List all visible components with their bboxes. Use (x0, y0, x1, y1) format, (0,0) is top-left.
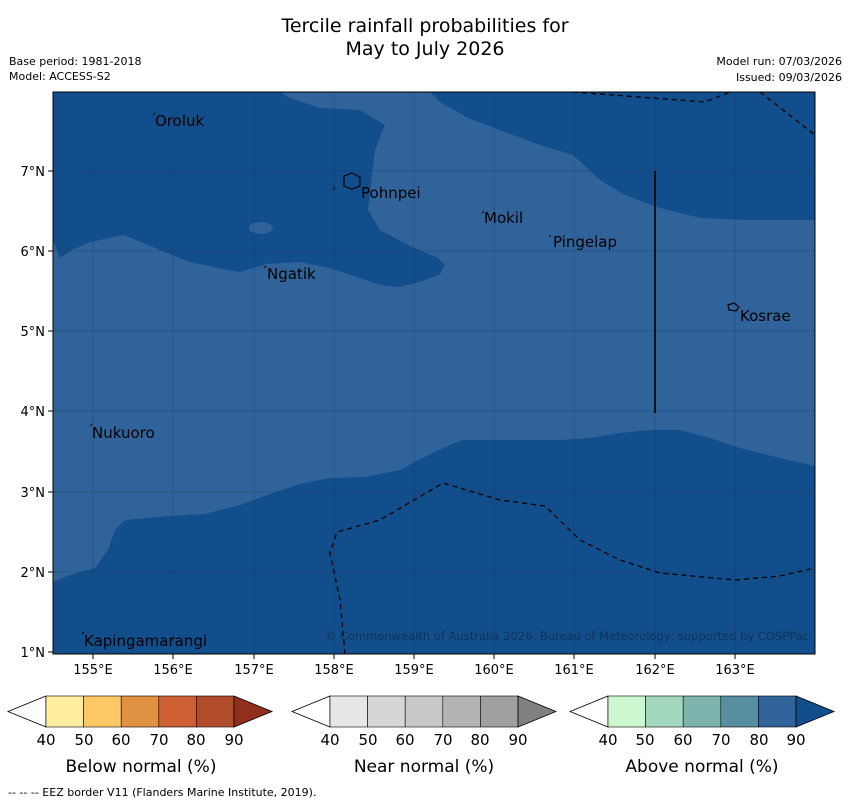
probability-patch (249, 222, 273, 234)
colorbar-tick: 40 (598, 731, 617, 749)
pohnpei-island-outline (343, 172, 361, 190)
place-label-kapingamarangi: Kapingamarangi (84, 632, 207, 650)
model-text: Model: ACCESS-S2 (9, 70, 111, 83)
probability-patch (796, 355, 815, 358)
y-axis-label: 4°N (21, 405, 46, 420)
place-label-mokil: Mokil (484, 209, 523, 227)
x-axis-label: 155°E (73, 663, 113, 678)
colorbar-above-normal (568, 695, 836, 728)
above-normal-swatch (720, 695, 759, 728)
colorbar-near-normal (290, 695, 558, 728)
colorbar-tick: 40 (320, 731, 339, 749)
y-axis-label: 2°N (21, 566, 46, 581)
x-axis-label: 162°E (635, 663, 675, 678)
map-title-line-2: May to July 2026 (345, 38, 505, 60)
near-normal-swatch (442, 695, 481, 728)
near-normal-swatch (329, 695, 368, 728)
eez-border-northeast (759, 92, 815, 136)
x-axis-label: 163°E (715, 663, 755, 678)
place-label-oroluk: Oroluk (155, 112, 204, 130)
above-normal-swatch (607, 695, 646, 728)
below-normal-swatch (120, 695, 160, 728)
colorbar-tick: 50 (74, 731, 93, 749)
place-label-pingelap: Pingelap (553, 233, 617, 251)
above-normal-swatch (682, 695, 722, 728)
issued-text: Issued: 09/03/2026 (735, 71, 842, 84)
colorbar-tick: 50 (635, 731, 654, 749)
near-normal-swatch (404, 695, 444, 728)
colorbar-tick: 80 (470, 731, 489, 749)
below-normal-swatch (83, 695, 122, 728)
near-normal-lower-extension (290, 695, 331, 728)
colorbar-tick: 90 (224, 731, 243, 749)
x-axis-label: 158°E (314, 663, 354, 678)
place-label-kosrae: Kosrae (740, 307, 791, 325)
x-axis-label: 157°E (234, 663, 274, 678)
eez-footnote: -- -- -- EEZ border V11 (Flanders Marine… (8, 786, 317, 799)
x-axis-label: 159°E (394, 663, 434, 678)
y-axis-label: 7°N (21, 165, 46, 180)
kosrae-island-outline (727, 302, 740, 312)
colorbar-tick: 70 (433, 731, 452, 749)
colorbar-tick: 80 (186, 731, 205, 749)
place-label-nukuoro: Nukuoro (92, 424, 155, 442)
colorbar-tick: 50 (358, 731, 377, 749)
legend-title-below: Below normal (%) (66, 757, 217, 777)
colorbar-below-normal (6, 695, 274, 728)
below-normal-upper-extension (233, 695, 274, 728)
below-normal-swatch (45, 695, 84, 728)
legend-title-near: Near normal (%) (354, 757, 494, 777)
atoll-markers (81, 112, 552, 635)
colorbar-tick: 60 (395, 731, 414, 749)
colorbar-tick: 80 (749, 731, 768, 749)
colorbar-tick: 70 (711, 731, 730, 749)
map-title-line-1: Tercile rainfall probabilities for (281, 15, 569, 37)
above-normal-swatch (645, 695, 684, 728)
graticule (53, 92, 815, 654)
colorbar-tick: 60 (111, 731, 130, 749)
below-normal-swatch (196, 695, 235, 728)
y-axis-label: 1°N (21, 646, 46, 661)
colorbar-tick: 70 (149, 731, 168, 749)
probability-region-70pct (53, 92, 815, 582)
below-normal-swatch (158, 695, 197, 728)
colorbar-tick: 40 (36, 731, 55, 749)
y-axis-label: 6°N (21, 245, 46, 260)
above-normal-upper-extension (795, 695, 836, 728)
model-run-text: Model run: 07/03/2026 (716, 55, 842, 68)
y-axis-label: 5°N (21, 325, 46, 340)
colorbar-tick: 60 (673, 731, 692, 749)
near-normal-swatch (367, 695, 406, 728)
place-label-ngatik: Ngatik (267, 265, 316, 283)
near-normal-swatch (480, 695, 519, 728)
legend-title-above: Above normal (%) (625, 757, 778, 777)
near-normal-upper-extension (517, 695, 558, 728)
pohnpei-islet (332, 186, 336, 191)
below-normal-lower-extension (6, 695, 47, 728)
above-normal-swatch (758, 695, 797, 728)
place-label-pohnpei: Pohnpei (361, 184, 421, 202)
x-axis-label: 160°E (474, 663, 514, 678)
colorbar-tick: 90 (786, 731, 805, 749)
map-frame (52, 91, 816, 655)
above-normal-lower-extension (568, 695, 609, 728)
x-axis-label: 156°E (153, 663, 193, 678)
colorbar-tick: 90 (508, 731, 527, 749)
base-period-text: Base period: 1981-2018 (9, 55, 142, 68)
x-axis-label: 161°E (554, 663, 594, 678)
copyright-notice: © Commonwealth of Australia 2026, Bureau… (325, 629, 809, 643)
y-axis-label: 3°N (21, 486, 46, 501)
eez-border-south (329, 482, 815, 654)
